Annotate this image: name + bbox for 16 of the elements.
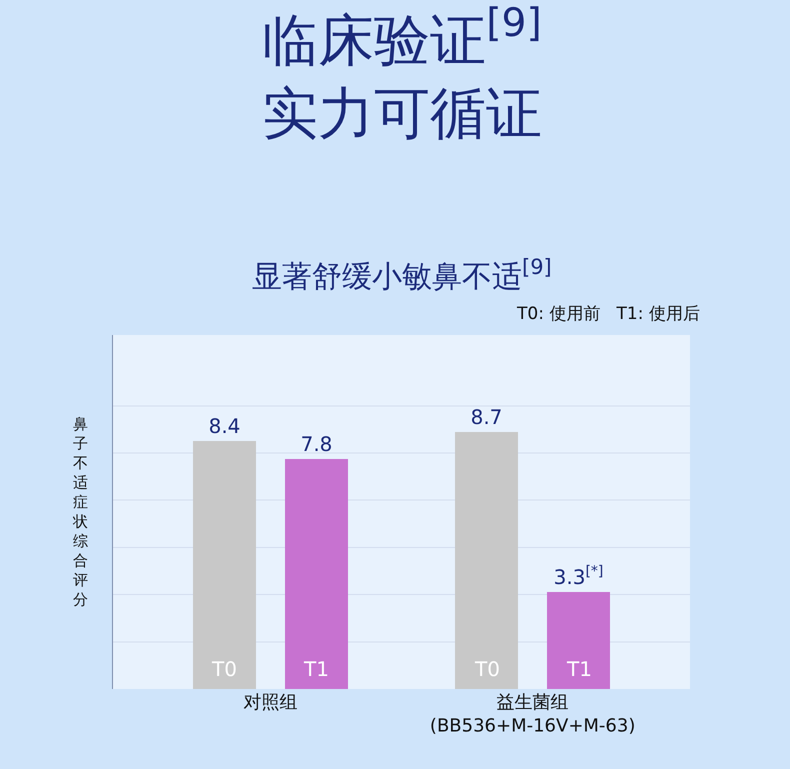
chart-subtitle: 显著舒缓小敏鼻不适$^{[9]}$ [252, 255, 552, 295]
data-label: 8.7 [470, 405, 502, 429]
x-tick-label: 益生菌组 (BB536+M-16V+M-63) [430, 692, 636, 736]
data-label: 8.4 [208, 414, 240, 438]
text: T1 [567, 657, 592, 681]
bar [547, 592, 610, 689]
x-tick-label: 对照组 [243, 692, 298, 713]
bar [455, 432, 518, 689]
series-label: T1 [303, 657, 329, 681]
chart-title: 临床验证$^{[9]}$ 实力可循证 [262, 1, 542, 146]
bar [193, 441, 256, 689]
bar [285, 459, 348, 689]
text: T0: 使用前 T1: 使用后 [516, 304, 700, 324]
text: 鼻子不适症状综合评分 [73, 415, 88, 608]
data-label: 3.3$^{[*]}$ [554, 564, 604, 589]
data-label: 7.8 [300, 432, 332, 456]
